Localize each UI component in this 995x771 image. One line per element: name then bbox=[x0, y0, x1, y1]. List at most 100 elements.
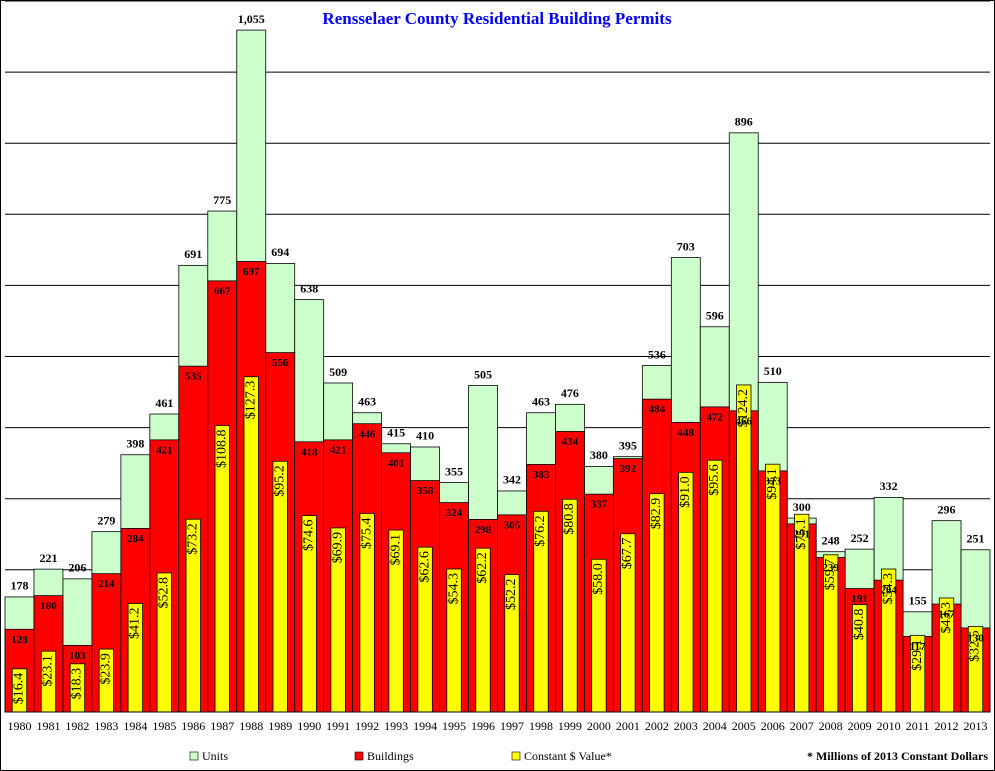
value-label: $69.1 bbox=[388, 534, 403, 566]
value-label: $124.2 bbox=[736, 389, 751, 428]
value-label: 380 bbox=[590, 448, 608, 462]
legend-swatch bbox=[511, 751, 521, 761]
value-label: 703 bbox=[677, 239, 695, 253]
x-tick-label: 2006 bbox=[761, 719, 785, 733]
value-label: 337 bbox=[591, 499, 608, 511]
bar bbox=[765, 463, 781, 713]
value-label: 296 bbox=[938, 502, 956, 516]
value-label: $62.6 bbox=[417, 551, 432, 583]
legend-label: Units bbox=[202, 749, 228, 763]
value-label: $59.7 bbox=[823, 559, 838, 591]
value-label: 466 bbox=[736, 415, 753, 427]
value-label: $95.6 bbox=[707, 464, 722, 496]
value-label: 775 bbox=[213, 193, 231, 207]
value-label: $95.2 bbox=[272, 465, 287, 497]
x-tick-label: 1997 bbox=[500, 719, 524, 733]
value-label: $127.3 bbox=[243, 381, 258, 420]
value-label: 463 bbox=[358, 394, 376, 408]
value-label: 421 bbox=[156, 444, 173, 456]
value-label: 191 bbox=[851, 593, 868, 605]
x-tick-label: 2003 bbox=[674, 719, 698, 733]
value-label: $73.2 bbox=[186, 523, 201, 555]
value-label: $82.9 bbox=[649, 498, 664, 530]
value-label: $94.1 bbox=[765, 468, 780, 500]
value-label: 284 bbox=[127, 533, 144, 545]
x-tick-label: 1983 bbox=[94, 719, 118, 733]
value-label: 291 bbox=[793, 528, 810, 540]
value-label: 324 bbox=[446, 507, 463, 519]
x-tick-label: 1981 bbox=[36, 719, 60, 733]
value-label: 401 bbox=[388, 457, 405, 469]
value-label: 395 bbox=[619, 438, 637, 452]
value-label: 239 bbox=[822, 562, 839, 574]
x-tick-label: 1985 bbox=[152, 719, 176, 733]
x-tick-label: 1998 bbox=[529, 719, 553, 733]
value-label: 155 bbox=[909, 594, 927, 608]
value-label: 117 bbox=[910, 641, 926, 653]
value-label: 167 bbox=[938, 609, 955, 621]
legend-swatch bbox=[189, 751, 199, 761]
x-tick-label: 1991 bbox=[326, 719, 350, 733]
value-label: 691 bbox=[184, 247, 202, 261]
value-label: 638 bbox=[300, 281, 318, 295]
x-tick-label: 2013 bbox=[964, 719, 988, 733]
value-label: 342 bbox=[503, 473, 521, 487]
value-label: 509 bbox=[329, 365, 347, 379]
value-label: 596 bbox=[706, 309, 724, 323]
value-label: $41.2 bbox=[128, 608, 143, 640]
x-tick-label: 1989 bbox=[268, 719, 292, 733]
bar bbox=[707, 459, 723, 713]
value-label: 896 bbox=[735, 115, 753, 129]
value-label: 421 bbox=[330, 444, 347, 456]
value-label: 373 bbox=[764, 475, 781, 487]
value-label: 505 bbox=[474, 367, 492, 381]
value-label: $62.2 bbox=[475, 552, 490, 584]
value-label: 204 bbox=[880, 585, 897, 597]
x-tick-label: 1987 bbox=[210, 719, 234, 733]
x-tick-label: 1999 bbox=[558, 719, 582, 733]
value-label: 279 bbox=[97, 513, 115, 527]
value-label: 448 bbox=[678, 427, 695, 439]
x-tick-label: 1992 bbox=[355, 719, 379, 733]
x-tick-label: 1995 bbox=[442, 719, 466, 733]
value-label: 214 bbox=[98, 578, 115, 590]
legend-label: Buildings bbox=[367, 749, 414, 763]
value-label: 463 bbox=[532, 394, 550, 408]
value-label: 221 bbox=[39, 551, 57, 565]
value-label: 178 bbox=[10, 579, 28, 593]
bar bbox=[736, 384, 752, 713]
bar bbox=[272, 460, 288, 713]
value-label: 392 bbox=[620, 463, 637, 475]
value-label: 434 bbox=[562, 436, 579, 448]
value-label: $52.2 bbox=[504, 579, 519, 611]
value-label: 697 bbox=[243, 266, 260, 278]
value-label: $52.8 bbox=[157, 577, 172, 609]
value-label: 305 bbox=[504, 519, 521, 531]
value-label: $76.2 bbox=[533, 515, 548, 547]
x-tick-label: 1996 bbox=[471, 719, 495, 733]
legend-swatch bbox=[354, 751, 364, 761]
value-label: 410 bbox=[416, 429, 434, 443]
value-label: 398 bbox=[126, 436, 144, 450]
value-label: 446 bbox=[359, 428, 376, 440]
value-label: $80.8 bbox=[562, 503, 577, 535]
value-label: 355 bbox=[445, 464, 463, 478]
value-label: 383 bbox=[533, 469, 550, 481]
value-label: 510 bbox=[764, 364, 782, 378]
value-label: 472 bbox=[707, 411, 724, 423]
value-label: 103 bbox=[69, 650, 86, 662]
x-tick-label: 2007 bbox=[790, 719, 814, 733]
value-label: 248 bbox=[822, 533, 840, 547]
value-label: 358 bbox=[417, 485, 434, 497]
value-label: 694 bbox=[271, 245, 289, 259]
value-label: $74.6 bbox=[301, 520, 316, 552]
value-label: 252 bbox=[851, 531, 869, 545]
legend-label: Constant $ Value* bbox=[524, 749, 612, 763]
value-label: 251 bbox=[967, 532, 985, 546]
x-tick-label: 2008 bbox=[819, 719, 843, 733]
value-label: 484 bbox=[649, 404, 666, 416]
value-label: 128 bbox=[11, 634, 28, 646]
value-label: $43.3 bbox=[939, 602, 954, 634]
bar bbox=[243, 376, 259, 713]
